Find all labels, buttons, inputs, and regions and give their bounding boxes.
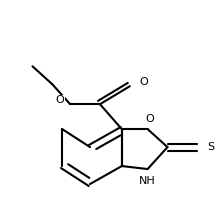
Text: O: O	[140, 77, 148, 87]
Text: NH: NH	[139, 176, 156, 186]
Text: O: O	[145, 114, 154, 124]
Text: S: S	[207, 142, 214, 152]
Text: O: O	[56, 95, 64, 105]
